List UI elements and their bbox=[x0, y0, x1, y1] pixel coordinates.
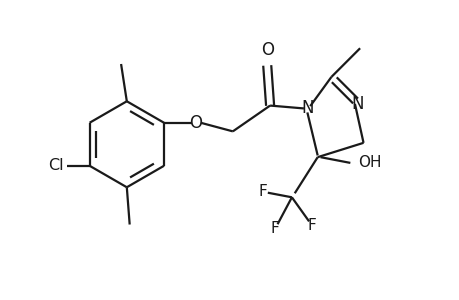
Text: O: O bbox=[260, 40, 273, 58]
Text: F: F bbox=[307, 218, 316, 233]
Text: N: N bbox=[351, 95, 363, 113]
Text: F: F bbox=[270, 221, 279, 236]
Text: N: N bbox=[301, 99, 313, 117]
Text: F: F bbox=[258, 184, 267, 199]
Text: OH: OH bbox=[357, 155, 381, 170]
Text: Cl: Cl bbox=[48, 158, 64, 173]
Text: O: O bbox=[189, 114, 202, 132]
